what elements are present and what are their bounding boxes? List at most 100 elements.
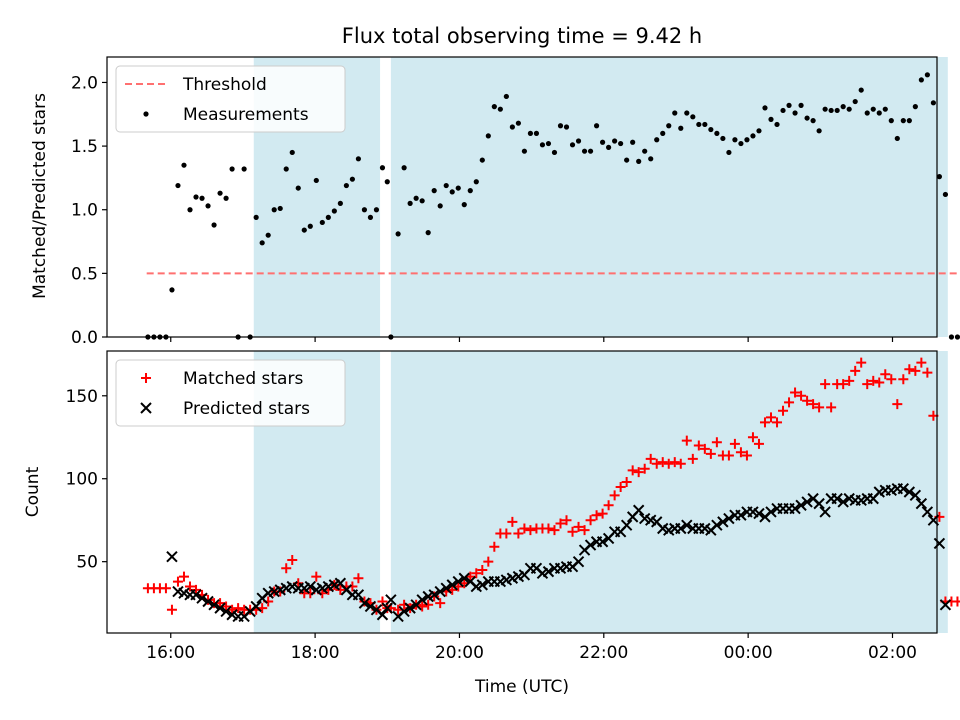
data-point: [202, 595, 214, 608]
data-point: [461, 202, 467, 208]
legend: Threshold Measurements: [115, 65, 346, 133]
data-point: [377, 596, 388, 607]
data-point: [307, 223, 313, 229]
data-point: [384, 179, 390, 185]
data-point: [584, 539, 597, 551]
data-point: [175, 182, 181, 189]
data-point: [542, 565, 555, 578]
data-point: [398, 605, 410, 618]
data-point: [756, 128, 762, 134]
data-point: [579, 525, 590, 536]
bottom-y-axis-label: Count: [23, 466, 43, 517]
data-point: [654, 137, 660, 143]
data-point: [802, 395, 813, 406]
x-tick-label: 20:00: [435, 643, 484, 663]
data-point: [543, 523, 554, 534]
data-point: [455, 185, 461, 191]
data-point: [250, 600, 262, 613]
data-point: [868, 375, 879, 386]
y-tick-label: 0.5: [71, 264, 98, 284]
data-point: [723, 512, 735, 525]
data-point: [431, 188, 437, 194]
legend-entry-label: Measurements: [183, 105, 309, 125]
data-point: [864, 110, 870, 116]
data-point: [838, 379, 849, 390]
legend-entry-label: Threshold: [182, 75, 267, 95]
data-point: [325, 214, 331, 220]
data-point: [918, 77, 924, 83]
data-point: [915, 497, 928, 510]
plot-frame: [106, 350, 938, 634]
data-point: [545, 140, 552, 147]
data-point: [181, 162, 187, 168]
data-point: [789, 502, 801, 515]
data-point: [642, 148, 648, 154]
data-point: [190, 589, 202, 601]
legend-marker: [140, 402, 152, 414]
data-point: [954, 334, 960, 340]
data-point: [587, 148, 594, 154]
data-point: [381, 602, 393, 614]
data-point: [191, 584, 202, 595]
data-point: [852, 98, 858, 105]
data-point: [557, 123, 564, 129]
data-point: [199, 195, 205, 201]
data-point: [790, 387, 801, 398]
data-point: [359, 596, 370, 607]
data-point: [353, 573, 364, 584]
data-point: [423, 599, 434, 610]
data-point: [684, 110, 690, 116]
data-point: [820, 379, 831, 390]
data-point: [527, 130, 534, 136]
legend: Matched stars Predicted stars: [115, 359, 346, 427]
data-point: [657, 457, 668, 468]
data-point: [337, 200, 343, 206]
y-tick-label: 50: [76, 553, 98, 573]
data-point: [581, 148, 588, 154]
data-point: [229, 166, 235, 172]
data-point: [376, 609, 389, 621]
data-point: [606, 144, 612, 150]
data-point: [846, 106, 852, 112]
y-tick-label: 1.5: [71, 137, 98, 157]
data-point: [304, 580, 316, 593]
data-point: [289, 149, 295, 156]
y-tick-label: 150: [66, 387, 98, 407]
data-point: [271, 207, 277, 213]
data-point: [924, 72, 930, 78]
data-point: [753, 438, 764, 449]
data-point: [837, 496, 849, 508]
data-point: [434, 585, 446, 598]
data-point: [446, 579, 458, 591]
x-tick-label: 22:00: [579, 643, 628, 663]
x-tick-label: 16:00: [146, 643, 195, 663]
data-point: [281, 563, 292, 574]
data-point: [910, 365, 921, 376]
data-point: [894, 135, 900, 142]
data-point: [717, 516, 729, 528]
data-point: [801, 496, 813, 508]
data-point: [358, 597, 371, 609]
data-point: [364, 600, 377, 613]
data-point: [912, 104, 918, 110]
data-point: [515, 120, 521, 126]
data-point: [596, 536, 609, 548]
data-point: [669, 457, 680, 468]
data-point: [948, 334, 955, 340]
data-point: [575, 138, 582, 144]
x-tick-label: 18:00: [291, 643, 340, 663]
data-point: [759, 417, 770, 428]
data-point: [862, 379, 873, 390]
data-point: [630, 139, 636, 145]
data-point: [870, 106, 876, 112]
bottom-panel: 50 100 150 16:00 18:00 20:00 22:00 00:00 02:00 Ma…: [66, 350, 960, 663]
data-point: [858, 87, 864, 93]
data-point: [497, 106, 503, 112]
data-point: [283, 166, 289, 172]
data-point: [765, 506, 777, 518]
data-point: [489, 541, 500, 552]
data-point: [549, 525, 560, 536]
data-point: [533, 130, 540, 136]
y-tick-label: 100: [66, 470, 98, 490]
data-point: [666, 123, 672, 129]
